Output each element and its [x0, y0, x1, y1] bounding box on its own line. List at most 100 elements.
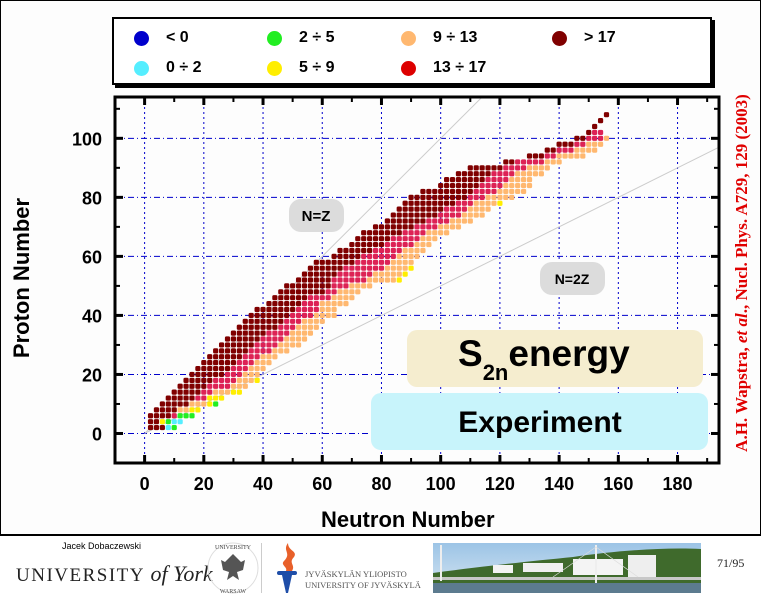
- nucleus-point: [402, 259, 408, 265]
- nucleus-point: [378, 271, 385, 277]
- nucleus-point: [230, 389, 237, 395]
- nucleus-point: [562, 141, 568, 147]
- nucleus-point: [361, 277, 367, 283]
- nucleus-point: [420, 241, 426, 248]
- nucleus-point: [526, 153, 533, 159]
- nucleus-point: [479, 200, 485, 206]
- nucleus-point: [153, 413, 160, 419]
- nucleus-point: [503, 194, 509, 200]
- s2n-title-s: S: [458, 333, 483, 374]
- nucleus-point: [449, 224, 456, 230]
- nucleus-point: [497, 177, 503, 183]
- nucleus-point: [384, 259, 390, 265]
- nucleus-point: [372, 277, 379, 283]
- nucleus-point: [402, 212, 408, 218]
- nucleus-point: [213, 360, 219, 366]
- nucleus-point: [278, 295, 284, 301]
- nucleus-point: [467, 194, 473, 200]
- nucleus-point: [597, 141, 604, 147]
- nucleus-point: [295, 312, 302, 319]
- nucleus-point: [509, 165, 515, 171]
- nucleus-point: [390, 241, 396, 248]
- nucleus-point: [266, 306, 272, 313]
- nucleus-point: [449, 206, 456, 212]
- nucleus-point: [390, 259, 396, 265]
- nucleus-point: [313, 301, 319, 307]
- legend-item-9-13: 9 ÷ 13: [401, 29, 477, 47]
- nucleus-point: [432, 224, 438, 230]
- nucleus-point: [444, 200, 450, 206]
- nucleus-point: [491, 188, 497, 195]
- nucleus-point: [284, 289, 290, 295]
- nz-badge: [289, 199, 344, 232]
- nucleus-point: [408, 230, 414, 236]
- nucleus-point: [378, 241, 385, 248]
- svg-text:UNIVERSITY: UNIVERSITY: [215, 545, 252, 551]
- nucleus-point: [242, 318, 248, 324]
- nucleus-point: [444, 212, 450, 218]
- nucleus-point: [432, 206, 438, 212]
- nucleus-point: [556, 153, 562, 159]
- nucleus-point: [408, 259, 414, 265]
- nucleus-point: [171, 395, 177, 401]
- nucleus-point: [455, 212, 462, 218]
- nucleus-point: [290, 318, 296, 324]
- nucleus-point: [301, 277, 308, 283]
- nucleus-point: [444, 230, 450, 236]
- nucleus-point: [236, 330, 242, 336]
- legend-dot-icon: [134, 30, 149, 46]
- nucleus-point: [290, 295, 296, 301]
- nucleus-point: [171, 413, 177, 419]
- nucleus-point: [408, 247, 414, 254]
- nucleus-point: [337, 253, 343, 259]
- nucleus-point: [461, 206, 467, 212]
- nucleus-point: [319, 265, 325, 271]
- nucleus-point: [408, 206, 414, 212]
- svg-text:WARSAW: WARSAW: [220, 589, 247, 595]
- nucleus-point: [165, 419, 171, 425]
- nucleus-point: [266, 360, 272, 366]
- nucleus-point: [580, 153, 586, 159]
- reference-line: [144, 96, 483, 434]
- legend-dot-icon: [267, 60, 282, 76]
- nucleus-point: [503, 182, 509, 189]
- nucleus-point: [491, 171, 497, 177]
- nucleus-point: [159, 407, 165, 413]
- nucleus-point: [278, 306, 284, 313]
- nucleus-point: [592, 129, 598, 136]
- nucleus-point: [372, 259, 379, 265]
- nucleus-point: [218, 360, 225, 366]
- nucleus-point: [438, 200, 444, 206]
- nucleus-point: [266, 301, 272, 307]
- nucleus-point: [301, 312, 308, 319]
- nucleus-point: [432, 218, 438, 224]
- nucleus-point: [497, 182, 503, 189]
- nucleus-point: [272, 301, 278, 307]
- nucleus-point: [242, 383, 248, 389]
- nucleus-point: [331, 301, 337, 307]
- nucleus-point: [177, 383, 183, 389]
- nucleus-point: [414, 236, 420, 242]
- nucleus-point: [378, 259, 385, 265]
- nucleus-point: [272, 342, 278, 348]
- nucleus-point: [526, 165, 533, 171]
- nucleus-point: [520, 177, 527, 183]
- nucleus-point: [278, 342, 284, 348]
- nucleus-point: [402, 230, 408, 236]
- nucleus-point: [390, 230, 396, 236]
- nucleus-point: [301, 336, 308, 342]
- legend-dot-icon: [267, 30, 282, 46]
- nucleus-point: [396, 247, 402, 254]
- nucleus-point: [414, 194, 420, 200]
- nucleus-point: [408, 218, 414, 224]
- nucleus-point: [266, 348, 272, 354]
- nucleus-point: [396, 212, 402, 218]
- legend-dot-icon: [552, 30, 567, 46]
- nucleus-point: [295, 295, 302, 301]
- nucleus-point: [224, 365, 231, 372]
- nucleus-point: [307, 324, 314, 330]
- nucleus-point: [355, 247, 361, 254]
- nucleus-point: [236, 389, 242, 395]
- nucleus-point: [313, 312, 319, 319]
- nucleus-point: [307, 271, 314, 277]
